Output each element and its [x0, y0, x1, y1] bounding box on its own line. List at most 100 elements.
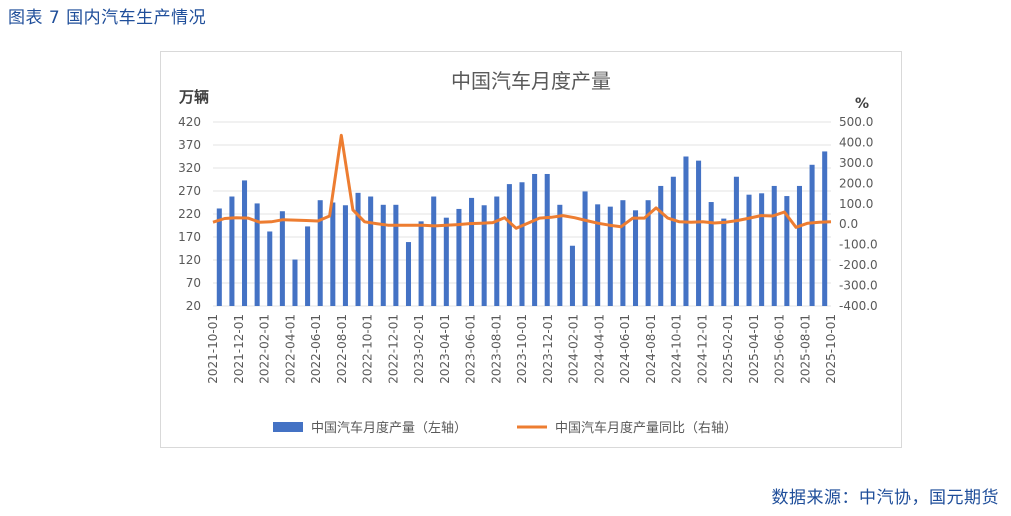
bar	[733, 176, 739, 306]
x-tick-label: 2022-06-01	[309, 314, 323, 384]
y-left-tick-label: 70	[186, 276, 201, 290]
chart-container: 中国汽车月度产量 万辆 % 420 370 320 270 220 170 120 70 20 …	[160, 51, 902, 448]
bar	[279, 211, 285, 306]
bar	[658, 185, 664, 306]
x-tick-label: 2025-08-01	[798, 314, 812, 384]
bar	[418, 221, 424, 306]
y-right-tick-label: 0.0	[839, 217, 858, 231]
bar	[216, 208, 222, 306]
y-right-tick-label: 500.0	[839, 115, 873, 129]
x-tick-label: 2022-02-01	[258, 314, 272, 384]
bar	[645, 200, 651, 306]
y-axis-right-label: %	[855, 96, 869, 112]
bar	[670, 176, 676, 306]
bar	[582, 191, 588, 306]
bar	[620, 200, 626, 306]
bar	[506, 184, 512, 306]
x-tick-label: 2023-10-01	[515, 314, 529, 384]
y-left-tick-label: 170	[178, 230, 201, 244]
chart-title: 中国汽车月度产量	[451, 69, 611, 93]
x-tick-label: 2022-10-01	[361, 314, 375, 384]
bar	[305, 226, 311, 306]
bar	[784, 196, 790, 306]
bar	[267, 231, 273, 306]
y-axis-right-ticks: 500.0 400.0 300.0 200.0 100.0 0.0 -100.0 -200.0…	[839, 115, 878, 313]
y-right-tick-label: -400.0	[839, 299, 878, 313]
bar	[481, 205, 487, 306]
x-tick-label: 2023-06-01	[464, 314, 478, 384]
x-tick-label: 2023-08-01	[489, 314, 503, 384]
bar	[342, 205, 348, 306]
bar	[330, 202, 336, 306]
bar	[746, 194, 752, 306]
x-tick-label: 2022-12-01	[386, 314, 400, 384]
y-right-tick-label: 300.0	[839, 156, 873, 170]
bar	[254, 203, 260, 306]
bar	[569, 245, 575, 306]
bar	[380, 204, 386, 306]
bar	[405, 242, 412, 306]
x-tick-label: 2025-10-01	[824, 314, 838, 384]
y-left-tick-label: 420	[178, 115, 201, 129]
y-left-tick-label: 320	[178, 161, 201, 175]
y-right-tick-label: -200.0	[839, 258, 878, 272]
figure-caption: 图表 7 国内汽车生产情况	[8, 8, 207, 28]
legend-line-label: 中国汽车月度产量同比（右轴）	[555, 420, 737, 436]
bar	[456, 208, 462, 306]
x-tick-label: 2021-10-01	[206, 314, 220, 384]
bar	[229, 196, 235, 306]
x-tick-label: 2023-04-01	[438, 314, 452, 384]
bar	[759, 193, 765, 306]
bar	[532, 173, 538, 306]
bar	[708, 202, 714, 306]
x-tick-label: 2024-10-01	[670, 314, 684, 384]
yoy-line	[212, 133, 832, 230]
y-axis-left-ticks: 420 370 320 270 220 170 120 70 20	[178, 115, 201, 313]
bar	[822, 151, 828, 306]
x-tick-label: 2022-04-01	[283, 314, 297, 384]
x-tick-label: 2025-04-01	[747, 314, 761, 384]
y-left-tick-label: 370	[178, 138, 201, 152]
x-tick-label: 2023-02-01	[412, 314, 426, 384]
y-right-tick-label: 200.0	[839, 176, 873, 190]
y-right-tick-label: 400.0	[839, 135, 873, 149]
bar	[696, 160, 702, 306]
x-tick-label: 2024-12-01	[695, 314, 709, 384]
bar	[242, 180, 248, 306]
x-tick-label: 2023-12-01	[541, 314, 555, 384]
bar	[469, 197, 475, 306]
bar-series	[216, 151, 828, 306]
bar	[368, 196, 374, 306]
legend-bar-label: 中国汽车月度产量（左轴）	[311, 420, 467, 436]
x-tick-label: 2024-06-01	[618, 314, 632, 384]
bar	[683, 156, 689, 306]
y-axis-left-label: 万辆	[178, 88, 209, 106]
bar	[443, 217, 449, 306]
y-right-tick-label: -100.0	[839, 238, 878, 252]
bar	[595, 204, 601, 306]
bar	[544, 173, 550, 306]
x-tick-label: 2024-04-01	[592, 314, 606, 384]
bar	[632, 210, 639, 306]
x-tick-label: 2022-08-01	[335, 314, 349, 384]
bar	[607, 206, 613, 306]
x-tick-label: 2025-06-01	[773, 314, 787, 384]
bar	[771, 185, 777, 306]
bar	[796, 185, 802, 306]
x-tick-label: 2024-02-01	[567, 314, 581, 384]
x-tick-label: 2025-02-01	[721, 314, 735, 384]
line-series	[212, 133, 832, 230]
bar	[431, 196, 437, 306]
y-left-tick-label: 220	[178, 207, 201, 221]
bar	[393, 204, 399, 306]
bar	[557, 204, 563, 306]
x-axis-ticks: 2021-10-01 2021-12-01 2022-02-01 2022-04-01…	[206, 314, 838, 384]
bar	[519, 182, 525, 306]
bar	[809, 164, 815, 306]
legend-bar-swatch	[273, 422, 303, 432]
bar	[721, 218, 727, 306]
y-right-tick-label: -300.0	[839, 279, 878, 293]
bar	[494, 196, 500, 306]
y-right-tick-label: 100.0	[839, 197, 873, 211]
legend: 中国汽车月度产量（左轴） 中国汽车月度产量同比（右轴）	[273, 420, 737, 436]
